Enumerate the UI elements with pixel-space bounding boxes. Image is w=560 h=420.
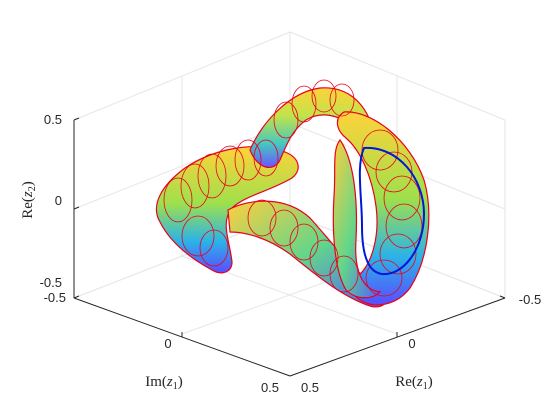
tube-surface: [155, 79, 430, 308]
y-tick-end: 0.5: [261, 380, 279, 395]
z-tick-top: 0.5: [44, 112, 62, 127]
x-tick-mid: 0: [408, 336, 415, 351]
highlight-curve: [358, 146, 426, 276]
mesh-rings: [163, 79, 423, 297]
y-tick-start: -0.5: [44, 290, 66, 305]
z-axis-label: Re(z2): [20, 181, 38, 219]
x-axis-label: Re(z1): [395, 374, 433, 392]
tube-loop-inner: [332, 138, 382, 299]
x-tick-end: -0.5: [519, 292, 541, 307]
z-tick-mid: 0: [55, 193, 62, 208]
y-tick-mid: 0: [164, 336, 171, 351]
y-axis-label: Im(z1): [145, 374, 183, 392]
grid-lines: [72, 31, 507, 377]
x-tick-start: 0.5: [301, 380, 319, 395]
z-tick-bottom: -0.5: [40, 275, 62, 290]
tick-marks: [73, 117, 506, 337]
